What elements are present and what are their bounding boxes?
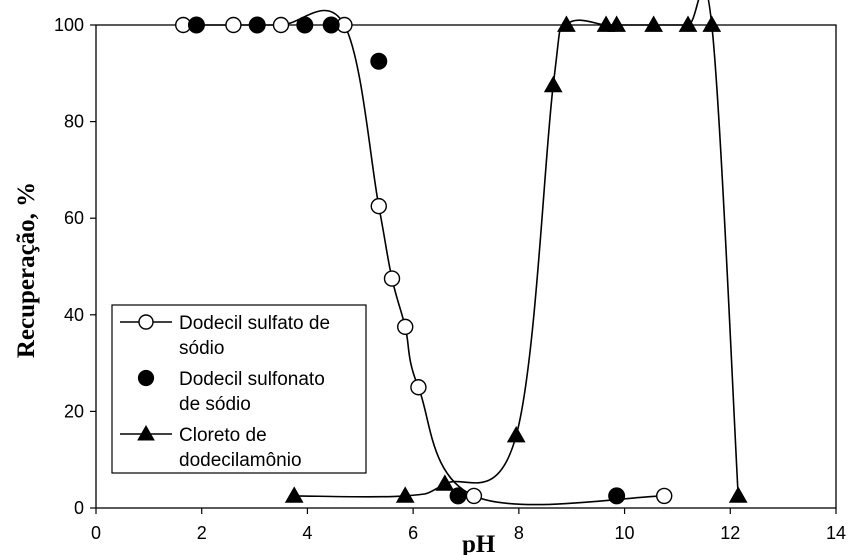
legend-box: [111, 304, 367, 474]
data-point-sulfato: [370, 197, 387, 215]
data-point-cloreto: [678, 15, 698, 32]
y-tick-label: 80: [64, 112, 84, 132]
x-tick-label: 4: [302, 523, 312, 543]
legend-marker-sulfonato: [137, 369, 155, 387]
legend-marker-sulfato: [138, 314, 154, 330]
data-point-cloreto: [284, 486, 304, 503]
legend-label-sulfato-line1: Dodecil sulfato de: [179, 313, 330, 334]
y-tick-label: 100: [54, 15, 84, 35]
data-point-sulfonato: [187, 16, 205, 34]
legend-label-sulfato-line2: sódio: [179, 338, 224, 359]
y-tick-label: 0: [74, 498, 84, 518]
legend-label-cloreto-line1: Cloreto de: [179, 425, 267, 446]
data-point-cloreto: [395, 486, 415, 503]
x-tick-label: 12: [720, 523, 740, 543]
data-point-sulfonato: [370, 52, 388, 70]
legend-label-sulfonato-line1: Dodecil sulfonato: [179, 369, 325, 390]
data-point-cloreto: [543, 75, 563, 93]
data-point-cloreto: [728, 486, 748, 503]
legend: Dodecil sulfato de sódio Dodecil sulfona…: [111, 304, 367, 474]
data-point-sulfonato: [608, 487, 626, 505]
y-tick-label: 40: [64, 305, 84, 325]
x-tick-label: 6: [408, 523, 418, 543]
data-point-cloreto: [644, 15, 664, 32]
y-tick-label: 20: [64, 401, 84, 421]
data-point-sulfato: [383, 270, 401, 287]
data-point-sulfato: [225, 16, 242, 34]
data-point-sulfonato: [322, 16, 340, 34]
data-point-sulfonato: [296, 16, 314, 34]
y-tick-label: 60: [64, 208, 84, 228]
data-point-sulfato: [272, 16, 290, 34]
data-point-sulfonato: [449, 487, 467, 505]
x-tick-label: 14: [826, 523, 846, 543]
data-point-cloreto: [506, 426, 526, 443]
data-point-sulfato: [656, 487, 673, 505]
x-tick-label: 8: [514, 523, 524, 543]
x-axis-label: pH: [462, 531, 496, 555]
data-point-cloreto: [557, 15, 576, 32]
data-point-cloreto: [702, 15, 722, 32]
legend-label-cloreto-line2: dodecilamônio: [179, 450, 302, 471]
data-point-sulfato: [465, 487, 483, 505]
data-point-sulfato: [397, 318, 414, 336]
data-point-sulfonato: [248, 16, 266, 34]
x-tick-label: 0: [91, 523, 101, 543]
data-point-cloreto: [607, 15, 627, 32]
x-tick-label: 2: [197, 523, 207, 543]
legend-marker-cloreto: [137, 424, 155, 441]
data-point-cloreto: [435, 474, 455, 491]
x-tick-label: 10: [615, 523, 635, 543]
legend-label-sulfonato-line2: de sódio: [179, 394, 251, 415]
plot-area-frame: [95, 24, 837, 509]
y-axis-label: Recuperação, %: [13, 182, 40, 358]
data-point-sulfato: [410, 379, 427, 396]
